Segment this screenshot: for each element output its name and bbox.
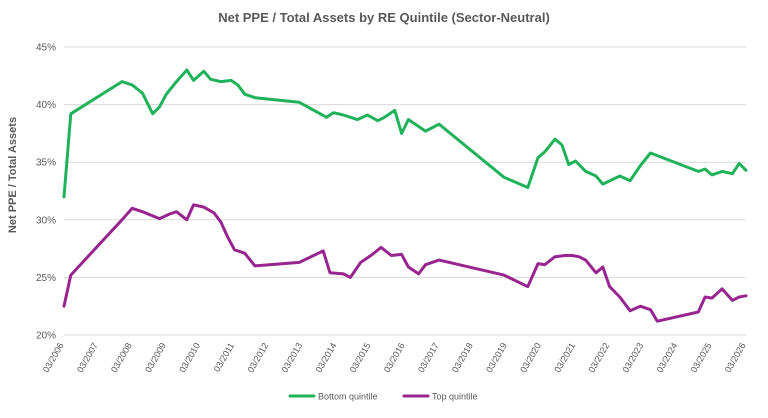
series-line-top-quintile (62, 203, 748, 323)
y-tick-label: 45% (36, 43, 56, 54)
x-tick-label: 03/2018 (450, 341, 475, 374)
x-tick-label: 03/2025 (689, 341, 714, 374)
x-tick-label: 03/2012 (245, 341, 270, 374)
x-tick-label: 03/2022 (586, 341, 611, 374)
y-tick-label: 35% (36, 158, 56, 169)
x-tick-label: 03/2024 (655, 341, 680, 374)
x-tick-label: 03/2026 (723, 341, 748, 374)
x-tick-label: 03/2007 (75, 341, 100, 374)
y-axis-ticks: 20% 25% 30% 35% 40% 45% (36, 43, 56, 342)
series-line-bottom-quintile (62, 68, 748, 199)
x-tick-label: 03/2014 (314, 341, 339, 374)
x-tick-label: 03/2013 (279, 341, 304, 374)
y-tick-label: 25% (36, 273, 56, 284)
x-tick-label: 03/2009 (143, 341, 168, 374)
chart-title: Net PPE / Total Assets by RE Quintile (S… (218, 10, 550, 25)
y-axis-label: Net PPE / Total Assets (7, 117, 19, 233)
x-axis-ticks: 03/2006 03/2007 03/2008 03/2009 03/2010 03/20… (41, 341, 748, 374)
gridlines (64, 46, 746, 336)
legend-label: Bottom quintile (318, 392, 378, 402)
x-tick-label: 03/2021 (552, 341, 577, 374)
legend: Bottom quintile Top quintile (288, 392, 478, 402)
x-tick-label: 03/2016 (382, 341, 407, 374)
x-tick-label: 03/2020 (518, 341, 543, 374)
x-tick-label: 03/2017 (416, 341, 441, 374)
y-tick-label: 30% (36, 215, 56, 226)
x-tick-label: 03/2010 (177, 341, 202, 374)
series-lines (62, 68, 748, 323)
x-tick-label: 03/2015 (348, 341, 373, 374)
x-tick-label: 03/2008 (109, 341, 134, 374)
x-tick-label: 03/2011 (212, 341, 237, 374)
x-tick-label: 03/2023 (620, 341, 645, 374)
y-tick-label: 40% (36, 100, 56, 111)
x-tick-label: 03/2019 (484, 341, 509, 374)
y-tick-label: 20% (36, 331, 56, 342)
x-tick-label: 03/2006 (41, 341, 66, 374)
legend-label: Top quintile (432, 392, 478, 402)
